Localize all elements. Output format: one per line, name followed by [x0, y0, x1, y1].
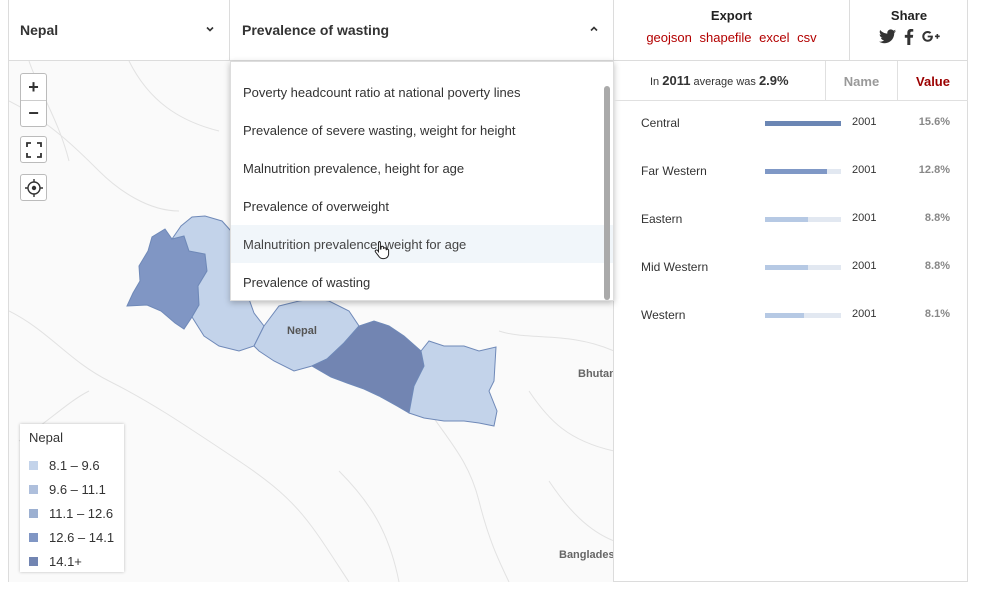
chevron-up-icon	[590, 26, 598, 32]
legend-item: 9.6 – 11.1	[29, 477, 124, 501]
ranking-bar-fill	[765, 121, 841, 126]
chevron-down-icon	[206, 26, 214, 32]
google-plus-icon[interactable]	[921, 29, 940, 44]
share-section: Share	[850, 0, 968, 61]
ranking-bar-track	[765, 217, 841, 222]
sort-by-name-button[interactable]: Name	[825, 61, 898, 101]
ranking-row-value: 8.8%	[924, 260, 950, 272]
export-geojson-link[interactable]: geojson	[646, 30, 692, 45]
sort-by-value-button[interactable]: Value	[916, 73, 950, 89]
indicator-dropdown: Poverty headcount ratio at national pove…	[230, 61, 614, 301]
ranking-row-name: Eastern	[641, 212, 683, 226]
indicator-option-hovered[interactable]: Malnutrition prevalence, weight for age	[231, 225, 613, 263]
indicator-selector-label: Prevalence of wasting	[242, 22, 390, 38]
ranking-row-name: Mid Western	[641, 260, 709, 274]
ranking-bar-track	[765, 121, 841, 126]
export-csv-link[interactable]: csv	[797, 30, 817, 45]
map-widget: Nepal Prevalence of wasting Export geojs…	[8, 0, 968, 582]
twitter-icon[interactable]	[878, 29, 896, 44]
ranking-row[interactable]: Mid Western 2001 8.8%	[614, 255, 968, 279]
indicator-option[interactable]: Prevalence of wasting	[243, 274, 371, 290]
zoom-control: + −	[20, 73, 47, 127]
legend-swatch	[29, 532, 38, 542]
ranking-row-year: 2001	[852, 308, 877, 320]
ranking-row-year: 2001	[852, 260, 877, 272]
legend-swatch	[29, 460, 38, 470]
export-excel-link[interactable]: excel	[759, 30, 790, 45]
legend-swatch	[29, 484, 38, 494]
locate-button[interactable]	[20, 174, 47, 201]
export-title: Export	[710, 8, 753, 23]
map-label-nepal: Nepal	[287, 325, 317, 337]
ranking-row[interactable]: Eastern 2001 8.8%	[614, 207, 968, 231]
ranking-row[interactable]: Central 2001 15.6%	[614, 111, 968, 135]
fullscreen-icon	[25, 141, 42, 158]
ranking-row-name: Western	[641, 308, 686, 322]
zoom-out-button[interactable]: −	[21, 100, 46, 126]
region-eastern	[408, 340, 498, 427]
facebook-icon[interactable]	[904, 29, 914, 45]
country-selector-label: Nepal	[20, 22, 59, 38]
legend-swatch	[29, 556, 38, 566]
map-basemap	[9, 61, 613, 582]
summary-text: In 2011 average was 2.9%	[650, 73, 789, 88]
legend-item: 11.1 – 12.6	[29, 501, 124, 525]
ranking-row[interactable]: Western 2001 8.1%	[614, 303, 968, 327]
map-label-bangladesh: Banglades	[559, 549, 614, 561]
ranking-bar-fill	[765, 313, 805, 318]
legend-title: Nepal	[29, 430, 63, 445]
legend-swatch	[29, 508, 38, 518]
ranking-bar-fill	[765, 217, 808, 222]
map-label-bhutan: Bhutan	[578, 368, 614, 380]
ranking-bar-track	[765, 265, 841, 270]
crosshair-icon	[24, 178, 43, 197]
ranking-row-name: Central	[641, 116, 680, 130]
zoom-in-button[interactable]: +	[28, 76, 39, 97]
ranking-row-year: 2001	[852, 116, 877, 128]
ranking-bar-fill	[765, 169, 828, 174]
ranking-row-year: 2001	[852, 164, 877, 176]
country-selector[interactable]: Nepal	[9, 0, 230, 61]
ranking-row[interactable]: Far Western 2001 12.8%	[614, 159, 968, 183]
ranking-row-value: 8.8%	[924, 212, 950, 224]
indicator-selector[interactable]: Prevalence of wasting	[230, 0, 614, 61]
ranking-row-value: 15.6%	[918, 116, 950, 128]
indicator-option[interactable]: Prevalence of overweight	[243, 198, 389, 214]
ranking-panel: In 2011 average was 2.9% Name Value Cent…	[614, 61, 968, 582]
indicator-option[interactable]: Poverty headcount ratio at national pove…	[243, 84, 521, 100]
legend-item: 8.1 – 9.6	[29, 453, 124, 477]
ranking-row-year: 2001	[852, 212, 877, 224]
share-title: Share	[890, 8, 928, 23]
indicator-option[interactable]: Malnutrition prevalence, height for age	[243, 160, 465, 176]
summary-row: In 2011 average was 2.9% Name Value	[614, 61, 968, 101]
ranking-bar-track	[765, 169, 841, 174]
dropdown-scrollbar[interactable]	[604, 86, 610, 300]
ranking-bar-fill	[765, 265, 808, 270]
export-shapefile-link[interactable]: shapefile	[699, 30, 752, 45]
ranking-row-name: Far Western	[641, 164, 707, 178]
ranking-row-value: 8.1%	[924, 308, 950, 320]
export-section: Export geojson shapefile excel csv	[614, 0, 850, 61]
legend-item: 12.6 – 14.1	[29, 525, 124, 549]
map-legend: Nepal 8.1 – 9.6 9.6 – 11.1 11.1 – 12.6 1…	[20, 424, 124, 572]
indicator-option[interactable]: Prevalence of severe wasting, weight for…	[243, 122, 516, 138]
legend-item: 14.1+	[29, 549, 124, 573]
fullscreen-button[interactable]	[20, 136, 47, 163]
hand-cursor-icon	[374, 241, 390, 260]
ranking-bar-track	[765, 313, 841, 318]
ranking-row-value: 12.8%	[918, 164, 950, 176]
